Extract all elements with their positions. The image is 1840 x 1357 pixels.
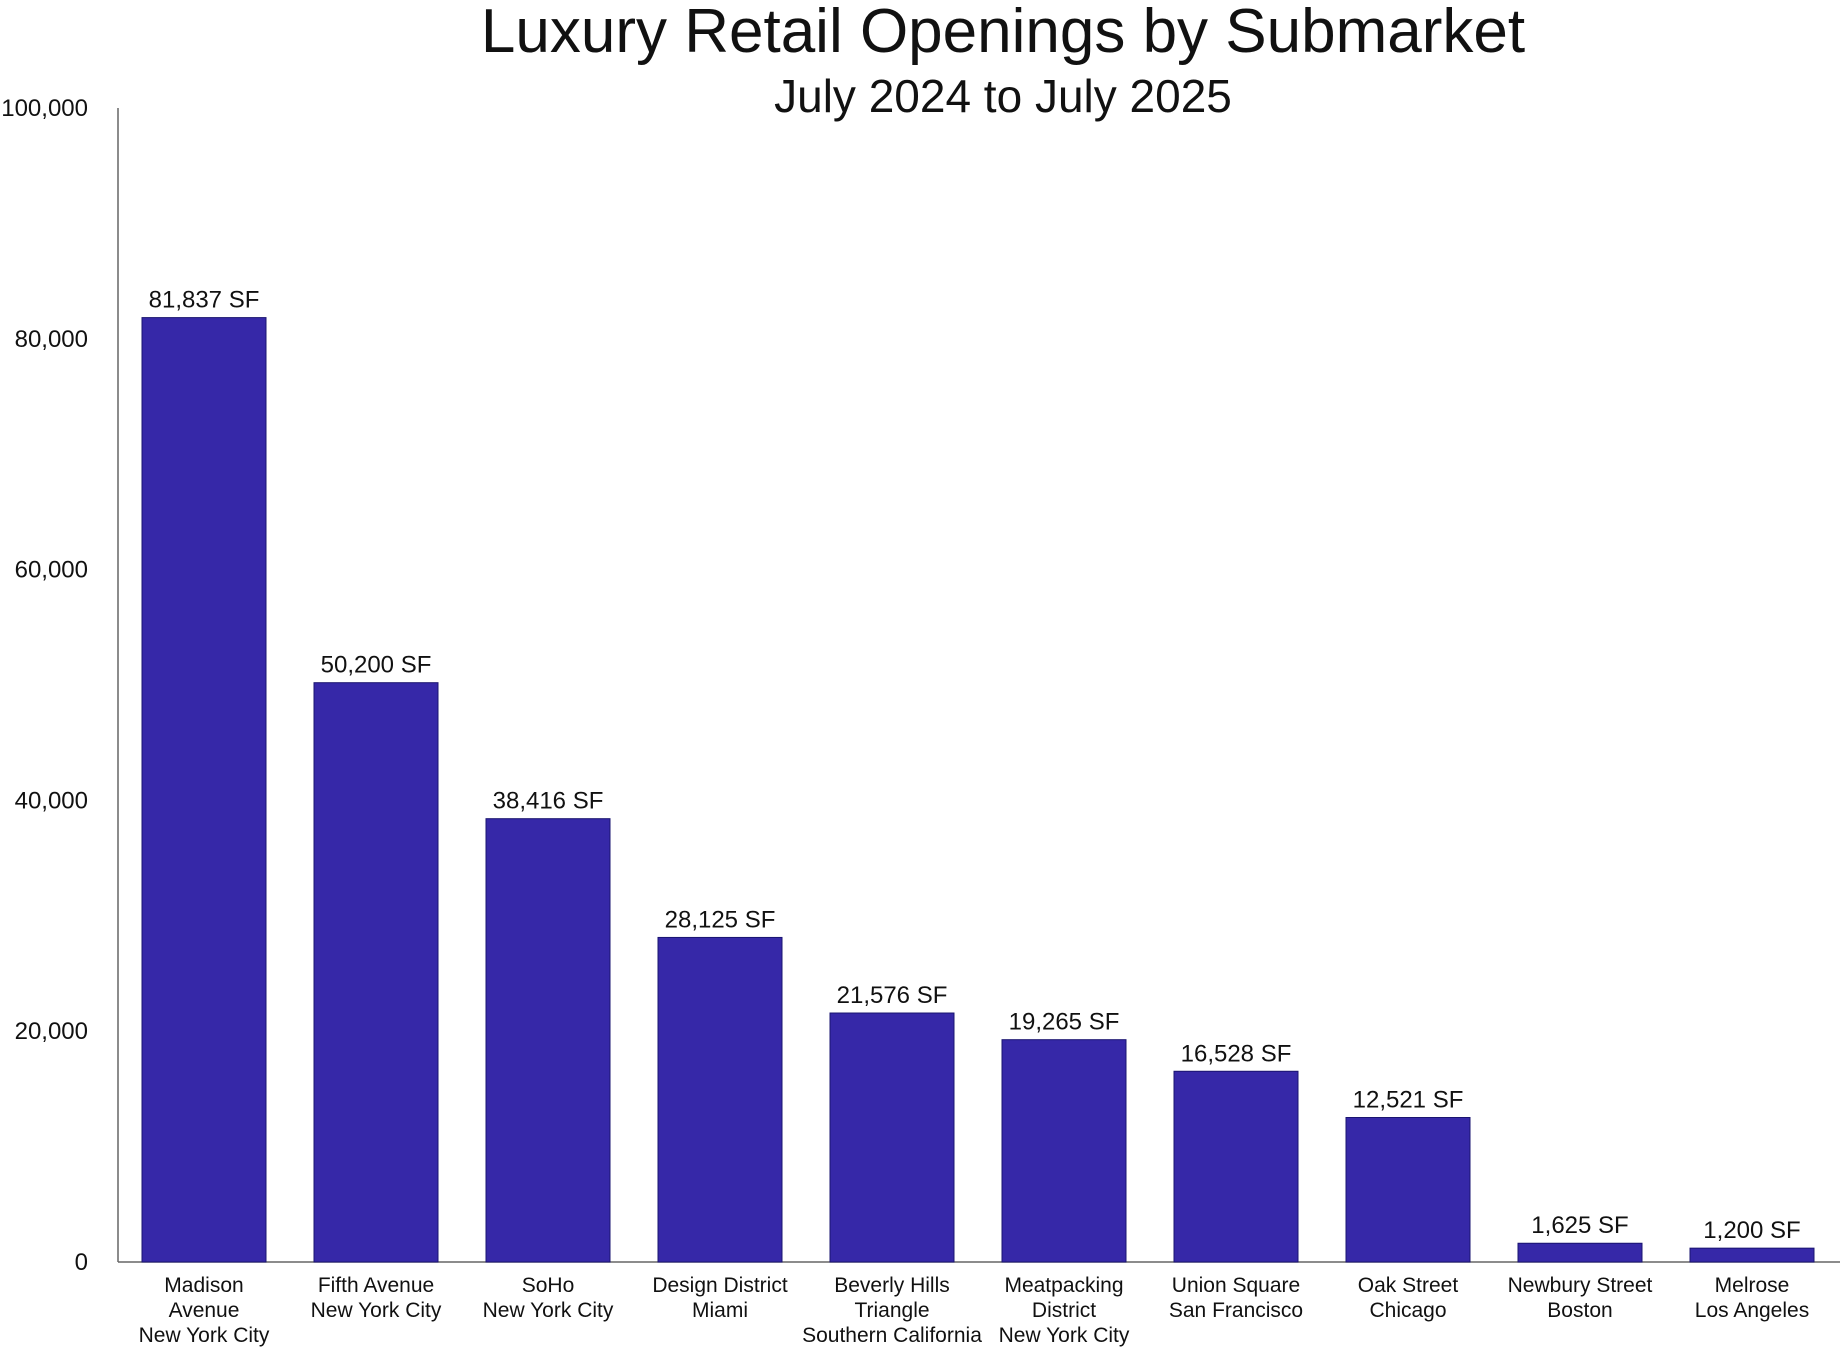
x-category-line: Miami	[692, 1299, 748, 1322]
x-category-line: SoHo	[522, 1274, 575, 1297]
y-tick-label: 40,000	[15, 787, 88, 814]
x-category-line: Southern California	[802, 1324, 982, 1347]
x-category-line: Avenue	[169, 1299, 240, 1322]
x-category-label: SoHo New York City	[483, 1274, 614, 1322]
data-label: 50,200 SF	[321, 652, 432, 679]
x-category-line: San Francisco	[1169, 1299, 1303, 1322]
chart-subtitle: July 2024 to July 2025	[774, 70, 1232, 122]
data-label: 81,837 SF	[149, 287, 260, 314]
y-tick-label: 100,000	[1, 95, 88, 122]
x-category-line: Meatpacking	[1004, 1274, 1123, 1297]
data-labels-group: 81,837 SF 50,200 SF 38,416 SF 28,125 SF 21,5…	[149, 287, 1801, 1245]
x-category-label: Madison Avenue New York City	[139, 1274, 270, 1347]
x-category-line: Union Square	[1172, 1274, 1300, 1297]
x-category-line: Boston	[1547, 1299, 1612, 1322]
data-label: 19,265 SF	[1009, 1009, 1120, 1036]
chart-title: Luxury Retail Openings by Submarket	[481, 0, 1525, 66]
x-category-label: Oak Street Chicago	[1358, 1274, 1459, 1322]
x-category-line: Design District	[652, 1274, 788, 1297]
x-category-line: New York City	[999, 1324, 1130, 1347]
bar	[1001, 1039, 1127, 1263]
x-category-label: Meatpacking District New York City	[999, 1274, 1130, 1347]
x-category-label: Design District Miami	[652, 1274, 788, 1322]
x-category-label: Union Square San Francisco	[1169, 1274, 1303, 1322]
x-category-line: Fifth Avenue	[318, 1274, 434, 1297]
y-tick-label: 20,000	[15, 1018, 88, 1045]
bars-group	[141, 317, 1815, 1263]
bar	[657, 936, 783, 1263]
x-category-line: New York City	[483, 1299, 614, 1322]
x-category-line: District	[1032, 1299, 1096, 1322]
bar	[141, 317, 267, 1263]
x-category-line: Madison	[164, 1274, 243, 1297]
x-category-label: Newbury Street Boston	[1508, 1274, 1653, 1322]
x-category-line: Los Angeles	[1695, 1299, 1809, 1322]
y-tick-label: 80,000	[15, 326, 88, 353]
y-axis-ticks: 0 20,000 40,000 60,000 80,000 100,000	[1, 95, 88, 1276]
y-tick-label: 60,000	[15, 557, 88, 584]
x-category-label: Fifth Avenue New York City	[311, 1274, 442, 1322]
data-label: 16,528 SF	[1181, 1040, 1292, 1067]
bar	[485, 818, 611, 1263]
bar	[1517, 1242, 1643, 1263]
bar	[829, 1012, 955, 1263]
y-tick-label: 0	[75, 1249, 88, 1276]
data-label: 21,576 SF	[837, 982, 948, 1009]
x-category-line: Oak Street	[1358, 1274, 1459, 1297]
x-category-line: Beverly Hills	[834, 1274, 950, 1297]
x-category-label: Beverly Hills Triangle Southern California	[802, 1274, 982, 1347]
data-label: 1,625 SF	[1531, 1212, 1628, 1239]
data-label: 28,125 SF	[665, 906, 776, 933]
bar	[313, 682, 439, 1263]
x-category-label: Melrose Los Angeles	[1695, 1274, 1809, 1322]
x-category-line: Melrose	[1715, 1274, 1790, 1297]
x-category-line: New York City	[139, 1324, 270, 1347]
bar	[1345, 1117, 1471, 1263]
x-category-line: Chicago	[1369, 1299, 1446, 1322]
x-category-line: New York City	[311, 1299, 442, 1322]
x-category-line: Newbury Street	[1508, 1274, 1653, 1297]
bar	[1173, 1070, 1299, 1263]
x-category-line: Triangle	[854, 1299, 929, 1322]
data-label: 38,416 SF	[493, 788, 604, 815]
data-label: 1,200 SF	[1703, 1217, 1800, 1244]
bar	[1689, 1247, 1815, 1263]
data-label: 12,521 SF	[1353, 1087, 1464, 1114]
